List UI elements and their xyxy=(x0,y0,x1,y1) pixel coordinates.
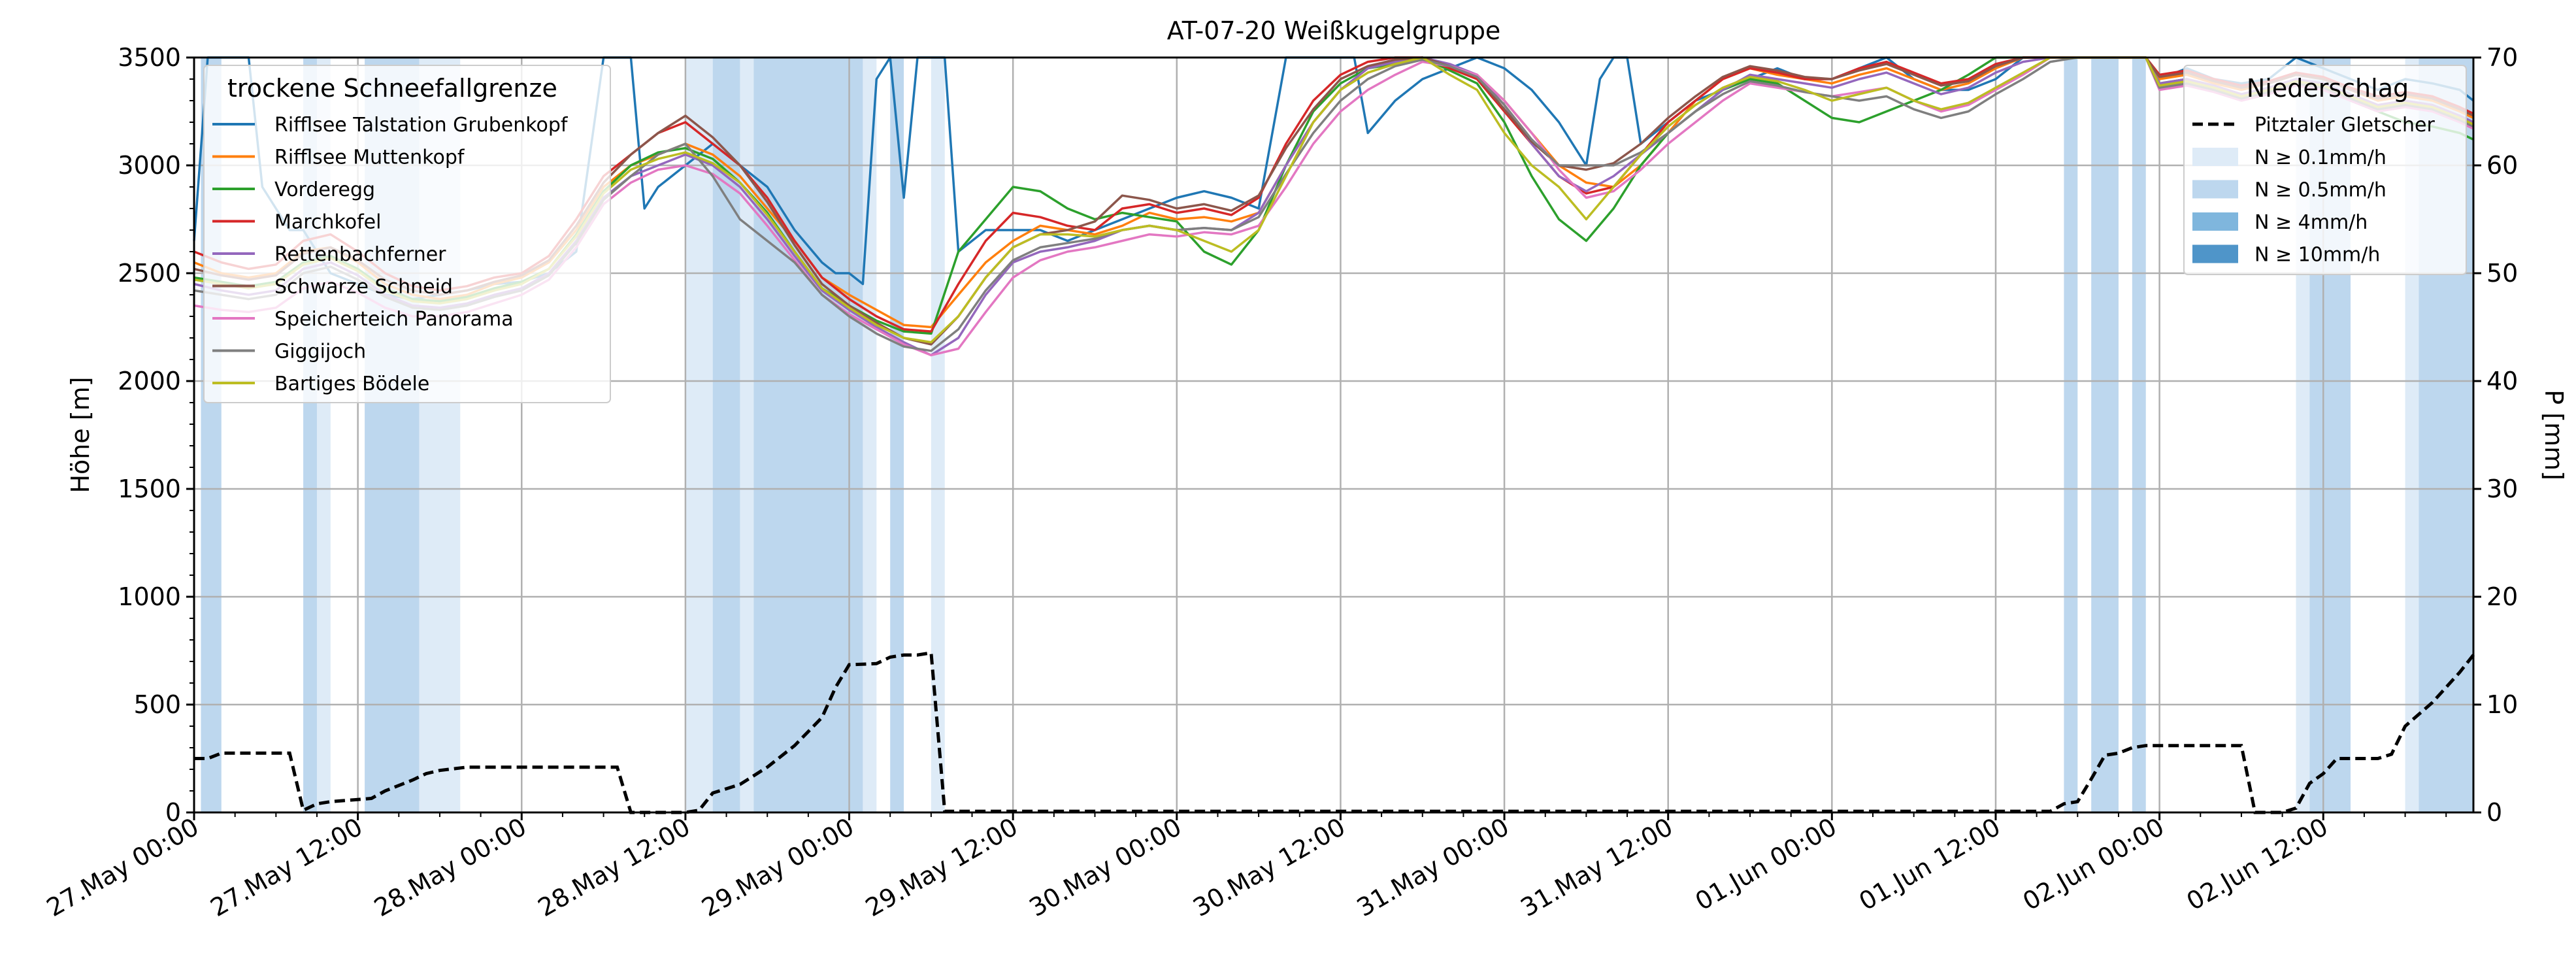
y-axis-label-left: Höhe [m] xyxy=(66,376,95,493)
precip-band-7 xyxy=(740,58,754,812)
y-tick-label-left-0: 0 xyxy=(165,798,181,827)
precip-band-10 xyxy=(890,58,904,812)
x-tick-label-10: 01.Jun 00:00 xyxy=(1691,812,1841,916)
y-tick-label-left-3: 1500 xyxy=(118,475,181,503)
y-tick-label-left-4: 2000 xyxy=(118,367,181,395)
x-tick-label-2: 28.May 00:00 xyxy=(369,812,531,922)
legend-label-7: Giggijoch xyxy=(274,341,366,363)
precip-band-11 xyxy=(931,58,945,812)
precip-line-pitztaler-gletscher xyxy=(194,650,2475,814)
legend-band-label-2: N ≥ 4mm/h xyxy=(2254,211,2368,234)
y-tick-label-left-7: 3500 xyxy=(118,43,181,72)
y-tick-label-right-1: 10 xyxy=(2486,690,2518,719)
precipitation-line xyxy=(194,650,2475,814)
x-tick-label-6: 30.May 00:00 xyxy=(1025,812,1187,922)
legend-label-4: Rettenbachferner xyxy=(274,243,446,266)
y-axis-label-right: P [mm] xyxy=(2539,390,2568,480)
legend-label-0: Rifflsee Talstation Grubenkopf xyxy=(274,114,569,137)
legend-band-label-0: N ≥ 0.1mm/h xyxy=(2254,146,2386,169)
y-tick-label-left-6: 3000 xyxy=(118,151,181,180)
y-tick-label-right-2: 20 xyxy=(2486,582,2518,611)
legend-band-swatch-1 xyxy=(2192,180,2238,199)
y-tick-label-left-5: 2500 xyxy=(118,259,181,288)
y-tick-label-left-2: 1000 xyxy=(118,582,181,611)
legend-precipitation: Niederschlag Pitztaler Gletscher N ≥ 0.1… xyxy=(2183,65,2467,275)
y-tick-label-right-6: 60 xyxy=(2486,151,2518,180)
precip-band-12 xyxy=(2064,58,2078,812)
legend-label-8: Bartiges Bödele xyxy=(274,373,429,395)
legend-band-swatch-3 xyxy=(2192,244,2238,263)
legend-band-label-3: N ≥ 10mm/h xyxy=(2254,244,2380,267)
precip-band-8 xyxy=(753,58,863,812)
y-tick-label-right-7: 70 xyxy=(2486,43,2518,72)
legend-band-swatch-0 xyxy=(2192,148,2238,166)
legend-snowline: trockene Schneefallgrenze Rifflsee Talst… xyxy=(203,65,611,403)
x-tick-label-7: 30.May 12:00 xyxy=(1188,812,1350,922)
x-tick-label-11: 01.Jun 12:00 xyxy=(1854,812,2005,916)
chart-title: AT-07-20 Weißkugelgruppe xyxy=(1167,16,1501,45)
x-tick-label-1: 27.May 12:00 xyxy=(205,812,367,922)
x-tick-label-13: 02.Jun 12:00 xyxy=(2182,812,2333,916)
y-tick-label-right-5: 50 xyxy=(2486,259,2518,288)
plot-frame xyxy=(193,56,2475,814)
precip-band-5 xyxy=(685,58,713,812)
x-tick-label-4: 29.May 00:00 xyxy=(697,812,859,922)
legend-label-1: Rifflsee Muttenkopf xyxy=(274,146,465,169)
legend-label-3: Marchkofel xyxy=(274,211,381,234)
x-tick-label-3: 28.May 12:00 xyxy=(533,812,695,922)
x-tick-label-8: 31.May 00:00 xyxy=(1352,812,1514,922)
x-tick-label-12: 02.Jun 00:00 xyxy=(2018,812,2169,916)
legend-band-swatch-2 xyxy=(2192,212,2238,231)
legend-label-2: Vorderegg xyxy=(274,178,375,201)
x-tick-label-0: 27.May 00:00 xyxy=(42,812,204,922)
y-tick-label-right-0: 0 xyxy=(2486,798,2502,827)
y-tick-label-left-1: 500 xyxy=(133,690,181,719)
legend-label-5: Schwarze Schneid xyxy=(274,276,453,299)
legend-snowline-title: trockene Schneefallgrenze xyxy=(227,74,557,103)
x-tick-label-5: 29.May 12:00 xyxy=(861,812,1023,922)
y-tick-label-right-4: 40 xyxy=(2486,367,2518,395)
legend-precipitation-line-label: Pitztaler Gletscher xyxy=(2254,114,2435,137)
x-tick-label-9: 31.May 12:00 xyxy=(1516,812,1678,922)
legend-band-label-1: N ≥ 0.5mm/h xyxy=(2254,179,2386,202)
legend-precipitation-title: Niederschlag xyxy=(2247,74,2409,103)
legend-precipitation-box xyxy=(2183,65,2467,275)
legend-snowline-box xyxy=(203,65,611,403)
precip-band-14 xyxy=(2132,58,2146,812)
y-tick-label-right-3: 30 xyxy=(2486,475,2518,503)
precip-band-13 xyxy=(2091,58,2119,812)
legend-label-6: Speicherteich Panorama xyxy=(274,308,514,331)
